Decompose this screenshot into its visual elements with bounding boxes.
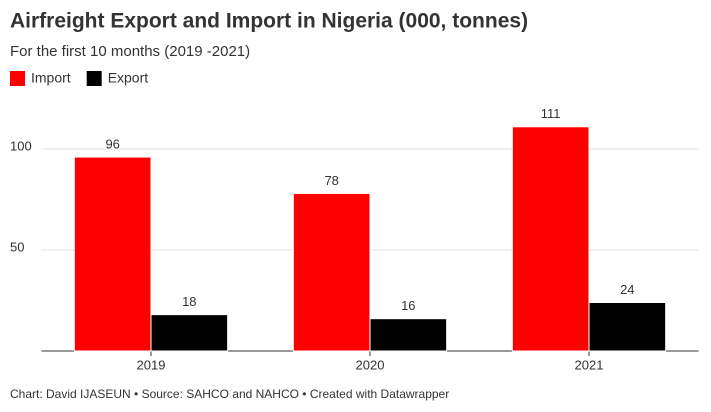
y-tick-label: 50 — [10, 239, 24, 254]
legend-label: Export — [108, 70, 149, 86]
value-label: 24 — [620, 282, 634, 297]
x-tick-label: 2020 — [356, 357, 385, 372]
x-tick-label: 2021 — [575, 357, 604, 372]
bar — [369, 318, 448, 352]
value-label: 18 — [182, 294, 196, 309]
legend-swatch — [86, 71, 102, 86]
value-label: 96 — [105, 137, 119, 152]
bar — [150, 314, 229, 352]
bar — [588, 302, 667, 352]
value-label: 78 — [324, 173, 338, 188]
value-label: 111 — [541, 106, 561, 121]
chart-subtitle: For the first 10 months (2019 -2021) — [10, 43, 250, 60]
value-label: 16 — [401, 298, 415, 313]
x-tick-label: 2019 — [137, 357, 166, 372]
bar — [73, 156, 152, 352]
bar — [511, 126, 590, 352]
source-note: Chart: David IJASEUN • Source: SAHCO and… — [10, 387, 449, 401]
bar — [292, 192, 371, 352]
y-tick-label: 100 — [10, 138, 32, 153]
legend-swatch — [10, 71, 25, 86]
legend-label: Import — [31, 70, 71, 86]
chart-title: Airfreight Export and Import in Nigeria … — [10, 10, 528, 33]
